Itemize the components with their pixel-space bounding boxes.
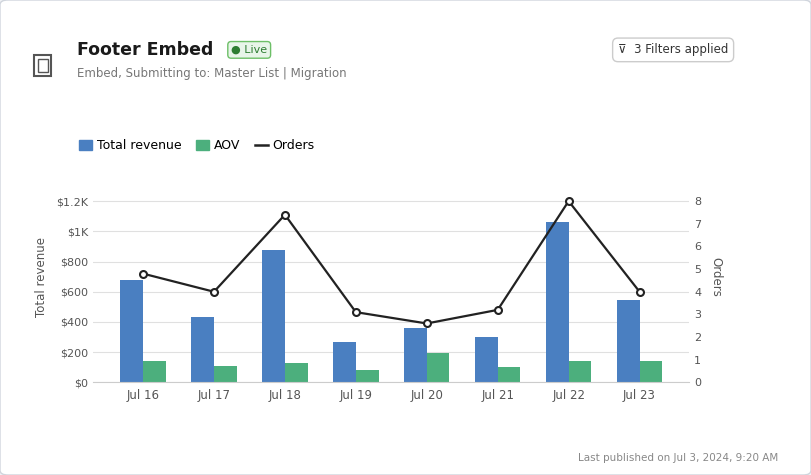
Text: Last published on Jul 3, 2024, 9:20 AM: Last published on Jul 3, 2024, 9:20 AM	[578, 453, 779, 464]
Bar	[333, 342, 356, 382]
Legend: Total revenue, AOV, Orders: Total revenue, AOV, Orders	[79, 139, 315, 152]
Bar	[356, 370, 379, 382]
Text: Embed, Submitting to: Master List | Migration: Embed, Submitting to: Master List | Migr…	[77, 67, 346, 80]
Y-axis label: Orders: Orders	[710, 257, 723, 296]
Bar	[475, 337, 498, 382]
Bar	[262, 249, 285, 382]
Bar	[37, 59, 48, 72]
Bar	[640, 361, 663, 382]
Bar	[427, 353, 449, 382]
Text: Footer Embed: Footer Embed	[77, 41, 213, 59]
Text: ● Live: ● Live	[231, 45, 268, 55]
Bar	[120, 280, 143, 382]
Bar	[143, 361, 165, 382]
Bar	[214, 366, 237, 382]
Bar	[285, 363, 307, 382]
Text: ⊽  3 Filters applied: ⊽ 3 Filters applied	[618, 43, 728, 57]
Bar	[34, 55, 51, 76]
Bar	[404, 328, 427, 382]
Y-axis label: Total revenue: Total revenue	[35, 237, 48, 317]
Bar	[498, 367, 521, 382]
Bar	[569, 361, 591, 382]
Bar	[191, 317, 214, 382]
Bar	[546, 222, 569, 382]
Bar	[617, 300, 640, 382]
